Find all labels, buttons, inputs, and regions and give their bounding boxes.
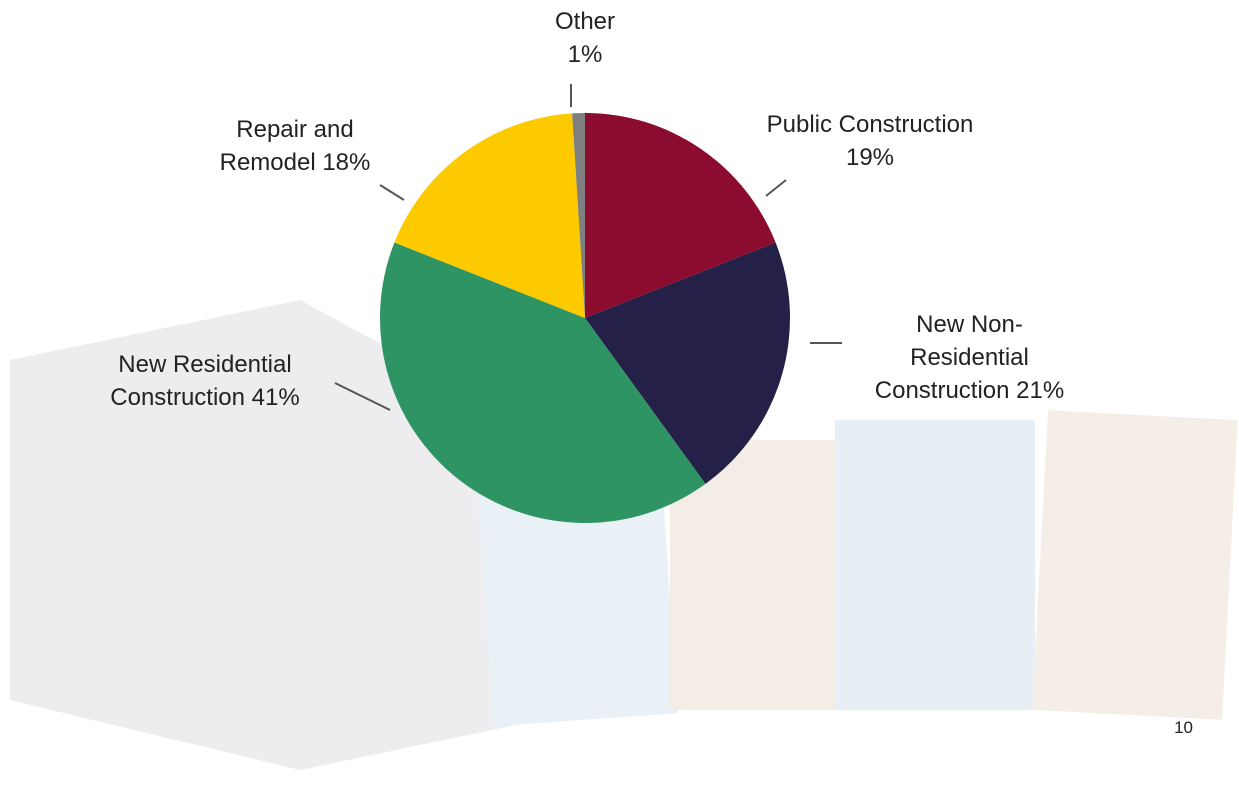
- category-label: New Non-Residential Construction: [874, 311, 1029, 404]
- pie-slice: [380, 242, 706, 523]
- category-label: Public Construction: [766, 111, 974, 138]
- slice-label: Repair and Remodel 18%: [215, 113, 375, 179]
- leader-lines: [334, 84, 842, 411]
- pie-slice: [394, 113, 585, 319]
- slice-label: Public Construction 19%: [765, 108, 975, 174]
- leader-line: [765, 179, 787, 197]
- value-label: 41%: [251, 384, 300, 411]
- slice-label: New Non-Residential Construction 21%: [872, 308, 1067, 407]
- pie-slice: [585, 242, 790, 484]
- pie-slice: [585, 113, 776, 318]
- leader-line: [334, 382, 391, 411]
- value-label: 21%: [1016, 377, 1065, 404]
- category-label: New Residential Construction: [110, 351, 292, 411]
- value-label: 1%: [567, 41, 603, 68]
- slice-label: New Residential Construction 41%: [105, 348, 305, 414]
- value-label: 18%: [322, 149, 371, 176]
- value-label: 19%: [845, 144, 895, 171]
- category-label: Other: [554, 8, 616, 35]
- page-number: 10: [1174, 718, 1193, 737]
- slice-label: Other 1%: [540, 5, 630, 71]
- pie: [380, 113, 790, 523]
- category-label: Repair and Remodel: [219, 116, 354, 176]
- leader-line: [379, 184, 405, 201]
- pie-slice: [572, 113, 585, 318]
